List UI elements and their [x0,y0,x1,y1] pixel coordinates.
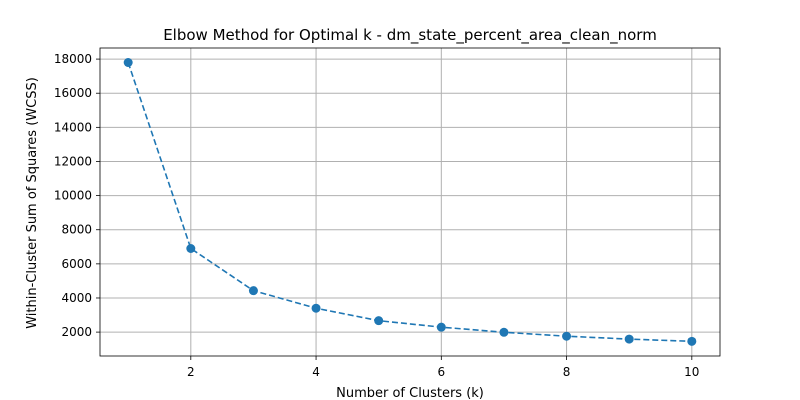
y-tick-label: 16000 [54,86,92,100]
data-point [186,243,196,253]
x-tick-label: 4 [312,365,320,379]
x-tick-label: 8 [563,365,571,379]
data-point [123,58,133,68]
y-tick-label: 4000 [61,291,92,305]
data-point [311,303,321,313]
plot-frame [99,47,721,357]
y-tick-label: 14000 [54,120,92,134]
x-tick-label: 10 [684,365,699,379]
data-point [248,286,258,296]
series-layer [123,58,697,346]
data-point [499,327,509,337]
y-tick-label: 2000 [61,325,92,339]
data-point [374,316,384,326]
series-line [127,62,692,343]
data-point [624,334,634,344]
chart-title: Elbow Method for Optimal k - dm_state_pe… [163,26,657,45]
data-point [562,331,572,341]
x-axis-label: Number of Clusters (k) [336,386,484,400]
y-tick-label: 12000 [54,154,92,168]
data-point [436,322,446,332]
data-point [687,336,697,346]
y-tick-label: 6000 [61,257,92,271]
y-axis-label: Within-Cluster Sum of Squares (WCSS) [25,77,40,329]
y-tick-label: 8000 [61,223,92,237]
x-tick-label: 2 [187,365,195,379]
y-tick-label: 18000 [54,52,92,66]
x-tick-label: 6 [437,365,445,379]
y-tick-label: 10000 [54,189,92,203]
tick-layer: 2 4 6 8 10 2000 4000 6000 8000 10000 12000 14000 160… [54,52,700,379]
grid-layer [100,48,720,356]
